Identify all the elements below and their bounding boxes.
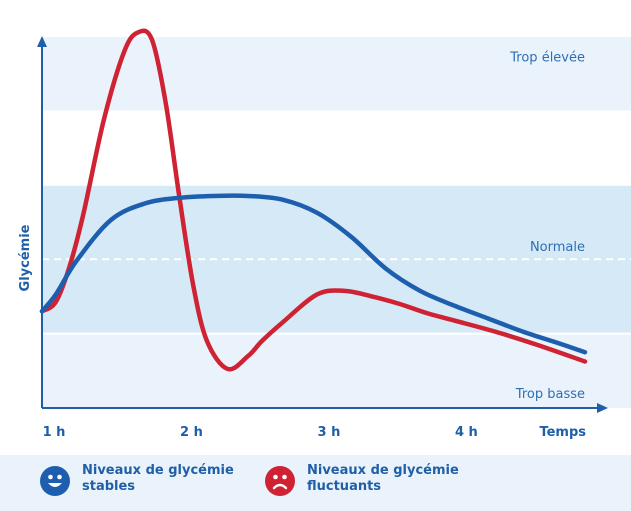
zone-label-normale: Normale [530, 240, 585, 255]
legend-item-stable: Niveaux de glycémie stables [40, 463, 257, 496]
series-line-stable [39, 193, 588, 355]
x-tick-label: 1 h [43, 425, 66, 440]
series-line-fluctuating [39, 28, 588, 372]
x-tick-label: 4 h [455, 425, 478, 440]
zones-layer: Trop élevée Normale Trop basse [42, 35, 631, 408]
labels-layer: Glycémie Temps 1 h 2 h 3 h 4 h [18, 224, 586, 440]
smiley-happy-icon [40, 466, 70, 496]
legend-item-fluctuating: Niveaux de glycémie fluctuants [265, 463, 482, 496]
zone-label-trop-basse: Trop basse [515, 387, 585, 402]
x-axis-title: Temps [539, 425, 586, 440]
legend-label-stable: Niveaux de glycémie stables [82, 463, 234, 494]
y-axis-title: Glycémie [18, 224, 33, 291]
x-axis-arrow [597, 403, 608, 413]
y-axis-arrow [37, 36, 47, 47]
series-layer [39, 28, 588, 372]
glycemia-chart: Trop élevée Normale Trop basse Glycémie Te… [18, 28, 631, 440]
x-tick-label: 2 h [180, 425, 203, 440]
smiley-sad-icon [265, 466, 295, 496]
zone-band-trop-elevee [42, 36, 631, 111]
zone-band-trop-basse [42, 333, 631, 408]
x-tick-label: 3 h [318, 425, 341, 440]
axes-layer [37, 36, 608, 413]
zone-label-trop-elevee: Trop élevée [509, 50, 585, 65]
legend-label-fluctuating: Niveaux de glycémie fluctuants [307, 463, 459, 494]
legend: Niveaux de glycémie stables Niveaux de g… [0, 455, 631, 511]
